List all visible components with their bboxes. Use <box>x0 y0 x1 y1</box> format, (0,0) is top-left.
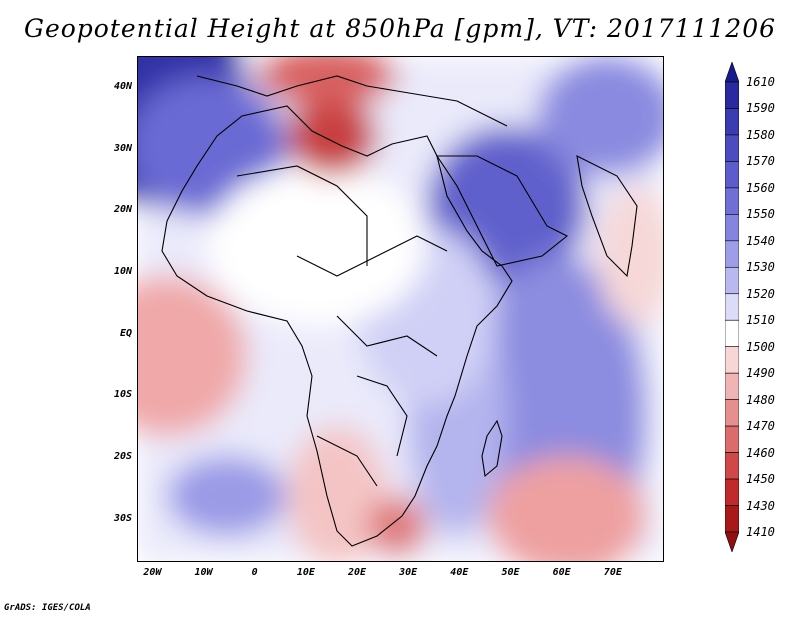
colorbar-box <box>725 346 739 374</box>
credit-text: GrADS: IGES/COLA <box>4 603 91 613</box>
longitude-label: 40E <box>450 567 469 578</box>
colorbar-label: 1480 <box>746 392 775 407</box>
colorbar-label: 1410 <box>746 525 775 539</box>
colorbar-box <box>725 399 739 427</box>
longitude-label: 30E <box>399 567 418 578</box>
longitude-label: 10E <box>296 567 315 578</box>
map-frame <box>137 56 664 562</box>
longitude-label: 20W <box>143 567 162 578</box>
colorbar-bottom-arrow <box>725 531 739 552</box>
colorbar-box <box>725 425 739 453</box>
longitude-label: 70E <box>603 567 622 578</box>
latitude-label: 30S <box>113 512 132 524</box>
colorbar <box>725 62 739 552</box>
colorbar-label: 1500 <box>746 339 775 354</box>
geopotential-map <box>137 56 664 562</box>
colorbar-label: 1470 <box>746 419 775 434</box>
colorbar-box <box>725 372 739 400</box>
colorbar-label: 1520 <box>746 286 775 301</box>
colorbar-label: 1610 <box>746 75 775 89</box>
colorbar-label: 1450 <box>746 472 775 487</box>
latitude-label: 10N <box>113 265 132 277</box>
colorbar-label: 1460 <box>746 445 775 460</box>
colorbar-box <box>725 134 739 162</box>
longitude-label: 60E <box>552 567 571 578</box>
colorbar-label: 1580 <box>746 127 775 142</box>
longitude-label: 0 <box>251 567 258 578</box>
latitude-label: 20S <box>113 451 132 463</box>
coastlines <box>161 75 638 547</box>
latitude-label: 10S <box>113 389 132 401</box>
colorbar-box <box>725 266 739 295</box>
colorbar-box <box>725 108 739 136</box>
latitude-label: 30N <box>113 142 132 154</box>
colorbar-box <box>725 293 739 321</box>
colorbar-label: 1560 <box>746 180 775 195</box>
colorbar-label: 1510 <box>746 313 775 328</box>
latitude-label: 20N <box>113 204 132 216</box>
colorbar-box <box>725 81 739 109</box>
latitude-label: 40N <box>113 80 132 92</box>
longitude-label: 20E <box>347 567 367 578</box>
latitude-label: EQ <box>119 327 132 339</box>
colorbar-box <box>725 319 739 348</box>
colorbar-label: 1540 <box>746 233 775 248</box>
map-title: Geopotential Height at 850hPa [gpm], VT:… <box>23 14 777 43</box>
colorbar-box <box>725 161 739 189</box>
colorbar-label: 1550 <box>746 207 775 222</box>
colorbar-top-arrow <box>725 62 739 83</box>
colorbar-box <box>725 214 739 242</box>
colorbar-label: 1570 <box>746 154 775 169</box>
colorbar-box <box>725 478 739 506</box>
colorbar-box <box>725 187 739 215</box>
colorbar-label: 1430 <box>746 498 775 513</box>
colorbar-box <box>725 452 739 480</box>
colorbar-label: 1490 <box>746 366 775 381</box>
colorbar-box <box>725 505 739 533</box>
colorbar-label: 1530 <box>746 260 775 275</box>
colorbar-label: 1590 <box>746 101 775 116</box>
colorbar-box <box>725 240 739 268</box>
height-field <box>137 56 664 562</box>
longitude-label: 50E <box>501 567 520 578</box>
longitude-label: 10W <box>194 567 213 578</box>
